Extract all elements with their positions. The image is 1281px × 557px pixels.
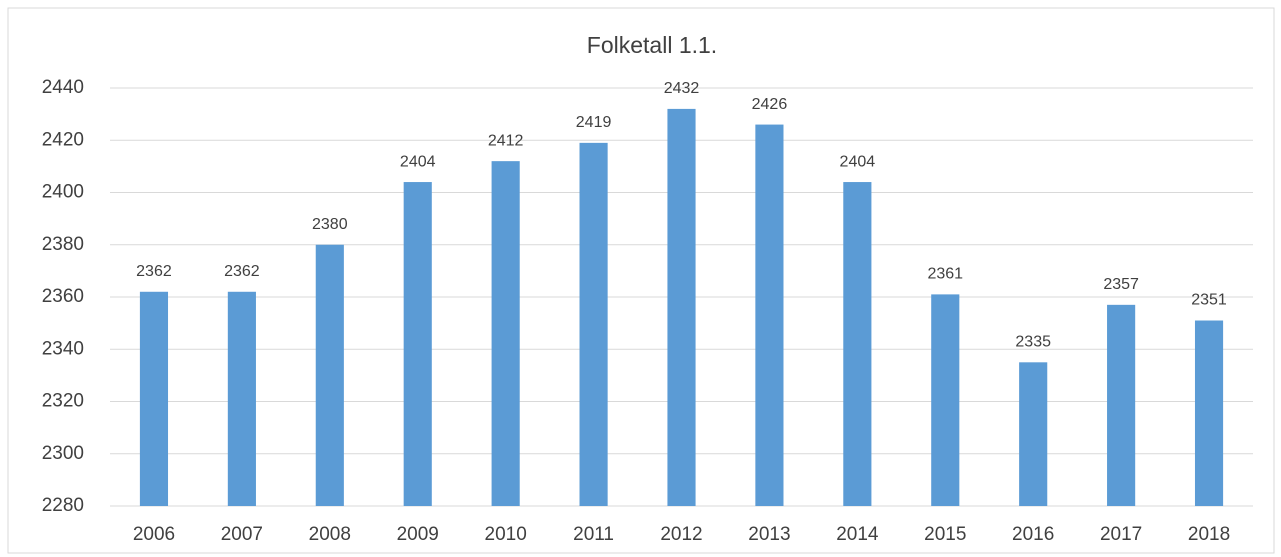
chart-title: Folketall 1.1. xyxy=(587,32,717,58)
bar xyxy=(843,182,872,507)
y-tick-label: 2300 xyxy=(42,443,84,464)
bar xyxy=(403,182,432,507)
data-label: 2335 xyxy=(1015,334,1051,351)
data-label: 2351 xyxy=(1191,292,1227,309)
data-label: 2362 xyxy=(136,263,172,280)
x-tick-label: 2006 xyxy=(133,524,175,545)
bar xyxy=(491,161,520,506)
x-tick-label: 2015 xyxy=(924,524,966,545)
y-tick-label: 2400 xyxy=(42,182,84,203)
data-label: 2426 xyxy=(752,96,788,113)
y-tick-label: 2380 xyxy=(42,234,84,255)
bar xyxy=(579,142,608,507)
data-label: 2412 xyxy=(488,132,524,149)
data-label: 2362 xyxy=(224,263,260,280)
bar xyxy=(755,124,784,506)
bar xyxy=(667,108,696,507)
x-tick-label: 2016 xyxy=(1012,524,1054,545)
x-tick-label: 2018 xyxy=(1188,524,1230,545)
x-tick-label: 2009 xyxy=(397,524,439,545)
bar xyxy=(315,244,344,506)
data-label: 2380 xyxy=(312,216,348,233)
y-tick-label: 2280 xyxy=(42,495,84,516)
bar xyxy=(227,291,256,506)
x-tick-label: 2008 xyxy=(309,524,351,545)
x-tick-label: 2014 xyxy=(836,524,879,545)
x-tick-label: 2011 xyxy=(573,524,614,545)
x-tick-label: 2017 xyxy=(1100,524,1142,545)
data-label: 2419 xyxy=(576,114,612,131)
y-tick-label: 2340 xyxy=(42,338,84,359)
y-tick-label: 2320 xyxy=(42,391,84,412)
data-label: 2404 xyxy=(400,153,436,170)
chart-border xyxy=(7,7,1275,554)
data-label: 2404 xyxy=(840,153,876,170)
data-label: 2357 xyxy=(1103,276,1139,293)
x-tick-label: 2012 xyxy=(660,524,702,545)
bar xyxy=(139,291,169,506)
bar xyxy=(1194,320,1224,506)
y-tick-label: 2440 xyxy=(42,77,84,98)
data-label: 2432 xyxy=(664,80,700,97)
x-tick-label: 2010 xyxy=(485,524,527,545)
bar xyxy=(931,294,960,506)
bar xyxy=(1107,304,1136,506)
data-label: 2361 xyxy=(927,266,963,283)
y-tick-label: 2420 xyxy=(42,129,84,150)
bar xyxy=(1019,362,1048,506)
x-tick-label: 2007 xyxy=(221,524,263,545)
x-tick-label: 2013 xyxy=(748,524,790,545)
y-tick-label: 2360 xyxy=(42,286,84,307)
